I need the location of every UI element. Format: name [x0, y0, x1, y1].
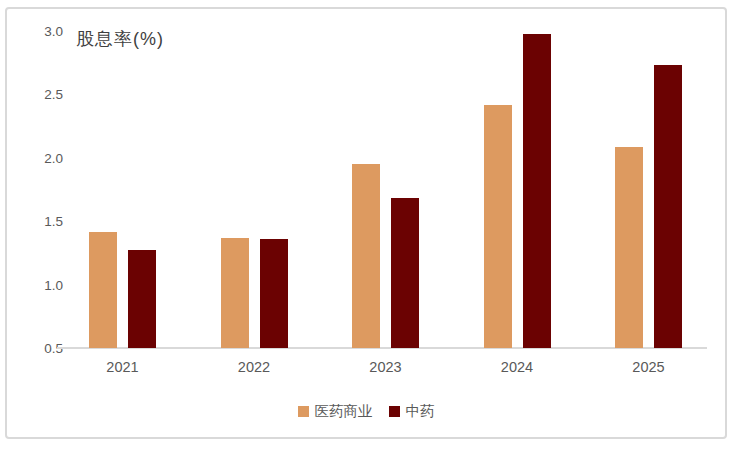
x-tick-label: 2023: [369, 359, 401, 375]
y-tick-label: 2.5: [23, 87, 63, 102]
legend-label: 医药商业: [315, 402, 373, 421]
bar-s0-2025: [615, 147, 643, 348]
legend-item-s1: 中药: [389, 402, 435, 421]
legend-item-s0: 医药商业: [298, 402, 373, 421]
bar-s1-2021: [128, 250, 156, 348]
x-tick-label: 2022: [238, 359, 270, 375]
bar-s1-2025: [654, 65, 682, 348]
legend-swatch: [389, 406, 400, 417]
bar-s1-2024: [523, 34, 551, 348]
y-tick-label: 2.0: [23, 150, 63, 165]
bar-s1-2023: [391, 198, 419, 348]
y-tick-label: 3.0: [23, 23, 63, 38]
plot-area: 股息率(%) 3.02.52.01.51.00.5 20212022202320…: [0, 0, 739, 452]
bar-s0-2022: [221, 238, 249, 348]
bar-s0-2021: [89, 232, 117, 348]
bar-s0-2023: [352, 164, 380, 348]
legend: 医药商业 中药: [5, 402, 727, 421]
x-tick-label: 2025: [632, 359, 664, 375]
legend-label: 中药: [406, 402, 435, 421]
bar-s1-2022: [260, 239, 288, 348]
y-tick-label: 1.5: [23, 214, 63, 229]
y-tick-label: 1.0: [23, 277, 63, 292]
chart-title: 股息率(%): [76, 27, 164, 51]
x-tick-label: 2021: [106, 359, 138, 375]
x-tick-label: 2024: [501, 359, 533, 375]
bar-s0-2024: [484, 105, 512, 348]
legend-swatch: [298, 406, 309, 417]
